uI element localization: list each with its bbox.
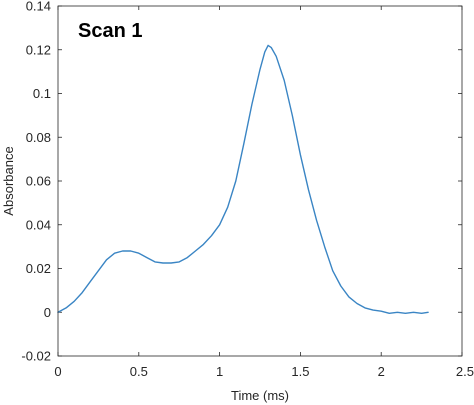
y-tick-label: 0 (44, 305, 51, 320)
plot-frame (57, 5, 463, 357)
y-tick-label: 0.02 (26, 261, 51, 276)
x-tick-label: 2 (378, 364, 385, 379)
y-axis-tick-labels: -0.02 0 0.02 0.04 0.06 0.08 0.1 0.12 0.14 (21, 0, 51, 364)
x-tick-label: 1 (216, 364, 223, 379)
panel-label: Scan 1 (78, 20, 142, 42)
y-tick-label: 0.1 (33, 86, 51, 101)
x-axis-tick-labels: 0 0.5 1 1.5 2 2.5 (54, 364, 474, 379)
y-tick-label: 0.12 (26, 42, 51, 57)
y-tick-label: 0.08 (26, 130, 51, 145)
y-tick-label: 0.14 (26, 0, 51, 14)
y-tick-label: -0.02 (21, 349, 51, 364)
x-tick-label: 1.5 (291, 364, 309, 379)
plot-background (58, 6, 462, 356)
y-axis-title: Absorbance (1, 146, 16, 215)
x-tick-label: 0.5 (130, 364, 148, 379)
x-axis-title: Time (ms) (231, 388, 289, 403)
x-tick-label: 2.5 (456, 364, 474, 379)
y-tick-label: 0.04 (26, 217, 51, 232)
x-tick-label: 0 (54, 364, 61, 379)
series-line-scan-1 (57, 44, 429, 314)
y-tick-label: 0.06 (26, 174, 51, 189)
